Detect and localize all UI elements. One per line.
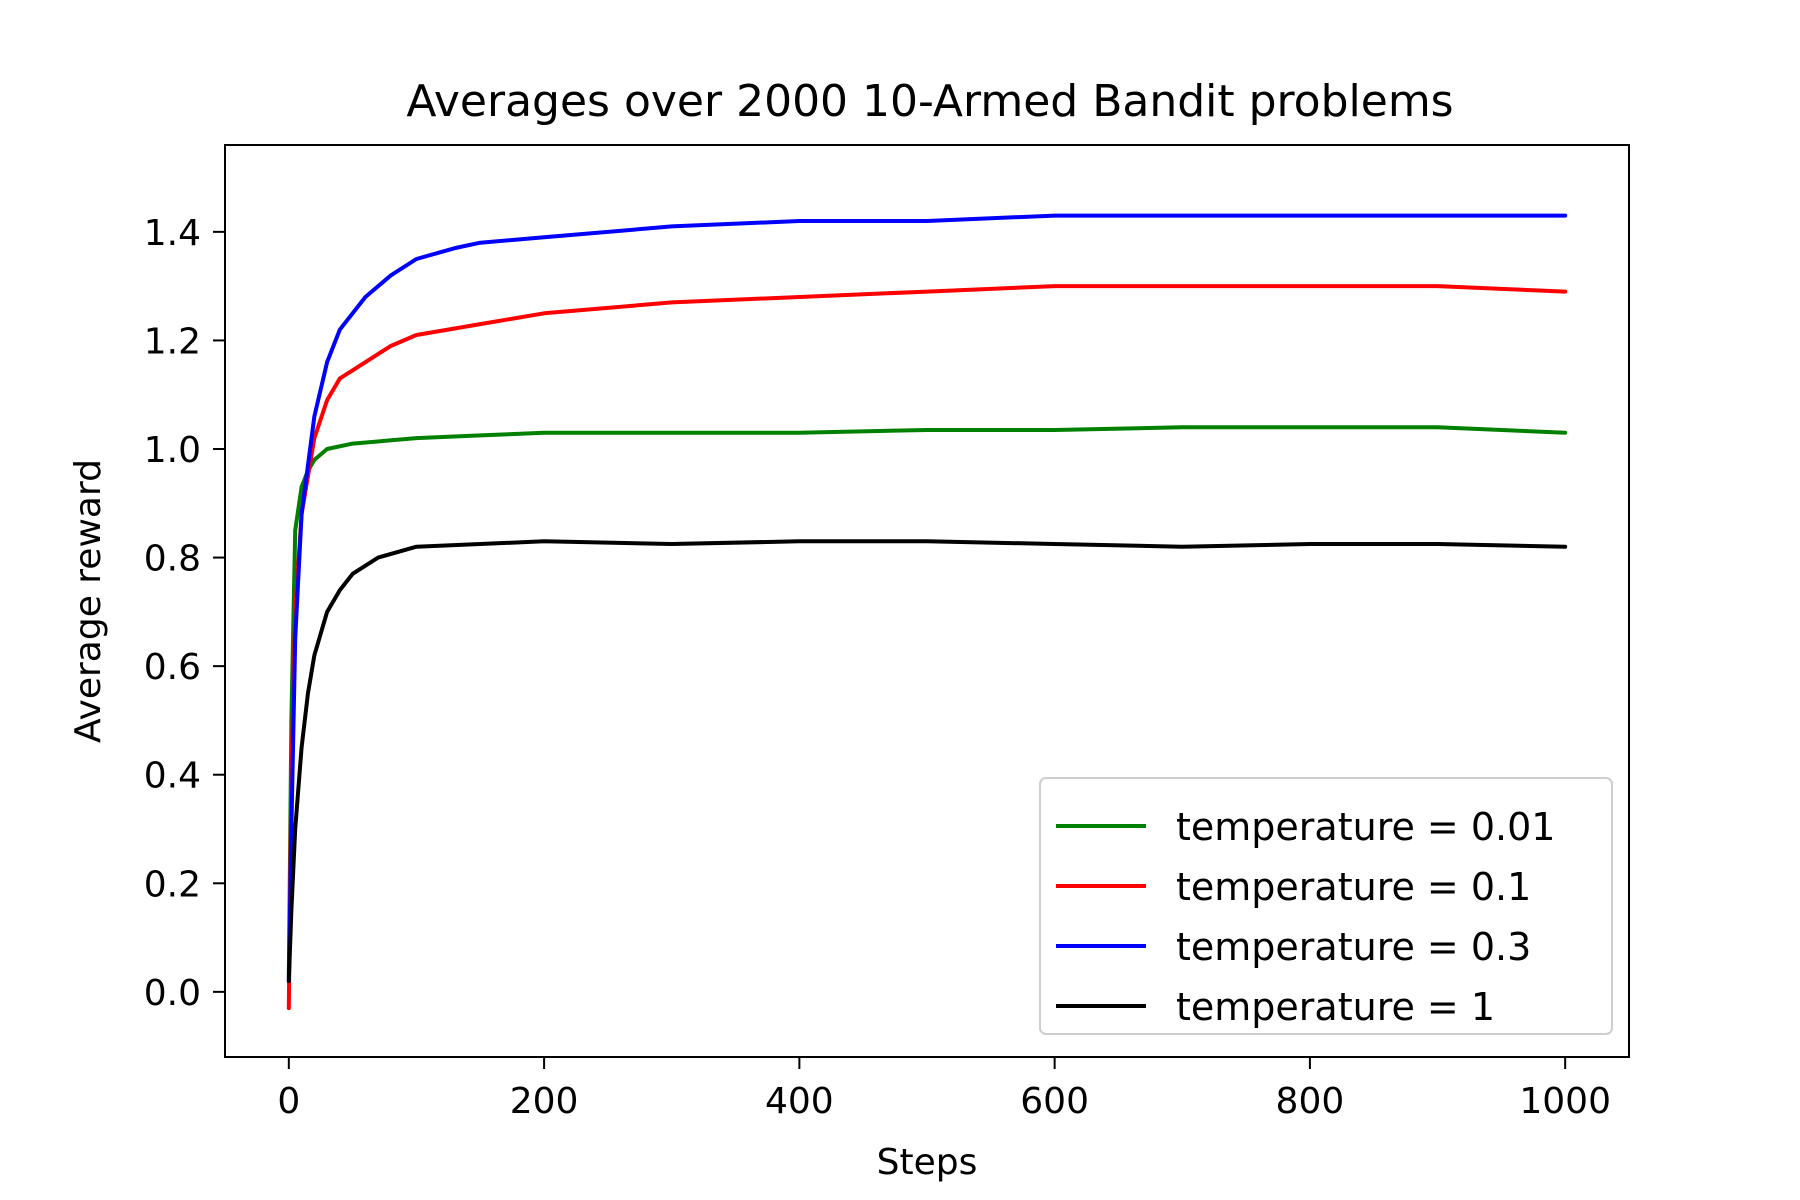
legend-label: temperature = 0.3 bbox=[1176, 925, 1531, 969]
legend: temperature = 0.01 temperature = 0.1 tempe… bbox=[1039, 777, 1613, 1035]
y-tick-label: 0.0 bbox=[144, 973, 201, 1014]
x-tick-label: 200 bbox=[510, 1081, 579, 1122]
x-axis-label: Steps bbox=[877, 1142, 978, 1183]
series-layer bbox=[286, 213, 1568, 1011]
chart-title: Averages over 2000 10-Armed Bandit probl… bbox=[406, 76, 1453, 127]
x-tick-label: 1000 bbox=[1519, 1081, 1611, 1122]
legend-label: temperature = 0.1 bbox=[1176, 865, 1531, 909]
y-tick-label: 0.2 bbox=[144, 864, 201, 905]
legend-label: temperature = 1 bbox=[1176, 985, 1495, 1029]
y-tick-label: 0.6 bbox=[144, 647, 201, 688]
y-tick-label: 0.8 bbox=[144, 539, 201, 580]
legend-box bbox=[1039, 777, 1613, 1035]
y-axis-label: Average reward bbox=[68, 459, 109, 743]
y-tick-label: 0.4 bbox=[144, 756, 201, 797]
x-tick-label: 600 bbox=[1020, 1081, 1089, 1122]
x-axis-ticks: 0 200 400 600 800 1000 bbox=[277, 1057, 1611, 1122]
x-tick-label: 400 bbox=[765, 1081, 834, 1122]
x-tick-label: 800 bbox=[1276, 1081, 1345, 1122]
y-tick-label: 1.4 bbox=[144, 213, 201, 254]
series-line-0 bbox=[286, 425, 1568, 978]
series-line-2 bbox=[286, 213, 1568, 983]
series-line-3 bbox=[286, 539, 1568, 983]
legend-label: temperature = 0.01 bbox=[1176, 805, 1555, 849]
y-tick-label: 1.0 bbox=[144, 430, 201, 471]
axes-frame bbox=[224, 144, 1630, 1058]
y-axis-ticks: 0.0 0.2 0.4 0.6 0.8 1.0 1.2 1.4 bbox=[144, 213, 225, 1014]
y-tick-label: 1.2 bbox=[144, 321, 201, 362]
x-tick-label: 0 bbox=[277, 1081, 300, 1122]
